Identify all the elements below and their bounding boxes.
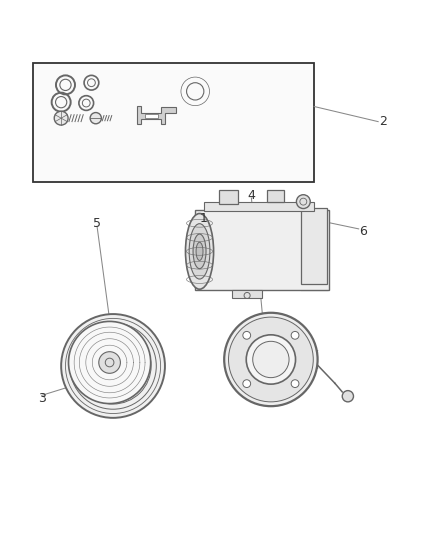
- Text: 4: 4: [247, 189, 255, 201]
- Text: 3: 3: [38, 392, 46, 405]
- Bar: [145, 114, 158, 118]
- Bar: [267, 190, 284, 203]
- Circle shape: [243, 332, 251, 339]
- Text: 1: 1: [200, 213, 208, 225]
- Circle shape: [90, 112, 101, 124]
- Polygon shape: [232, 290, 262, 297]
- Text: 5: 5: [93, 217, 101, 230]
- Circle shape: [91, 343, 135, 389]
- Polygon shape: [137, 107, 176, 124]
- Bar: [219, 190, 238, 204]
- Circle shape: [54, 111, 68, 125]
- Circle shape: [291, 379, 299, 387]
- Text: 2: 2: [379, 115, 387, 128]
- Bar: [204, 203, 314, 211]
- Circle shape: [224, 313, 318, 406]
- Ellipse shape: [189, 224, 210, 279]
- Ellipse shape: [193, 234, 206, 269]
- Bar: [33, 63, 314, 182]
- Circle shape: [229, 317, 313, 402]
- Bar: [301, 208, 327, 284]
- Circle shape: [61, 314, 165, 418]
- Circle shape: [68, 321, 151, 403]
- Circle shape: [291, 332, 299, 339]
- Circle shape: [297, 195, 310, 208]
- Circle shape: [97, 350, 130, 382]
- Circle shape: [253, 341, 289, 378]
- Circle shape: [99, 352, 120, 373]
- Circle shape: [103, 357, 123, 375]
- Ellipse shape: [185, 214, 214, 289]
- Bar: [195, 211, 329, 290]
- Circle shape: [246, 335, 296, 384]
- Circle shape: [342, 391, 353, 402]
- Circle shape: [243, 379, 251, 387]
- Text: 6: 6: [360, 224, 367, 238]
- Ellipse shape: [196, 243, 203, 261]
